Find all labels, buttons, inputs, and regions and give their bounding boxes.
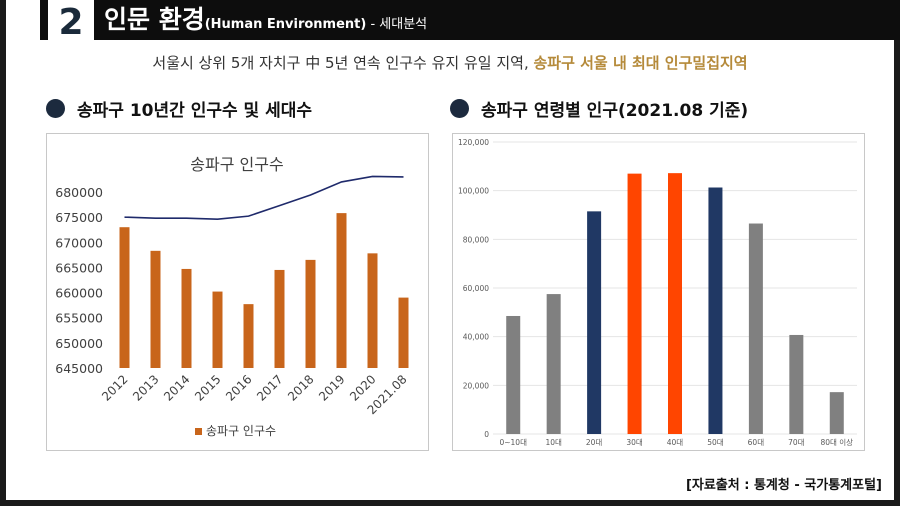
y-axis-ticks: 645000 650000 655000 660000 665000 670000 6750… (55, 185, 103, 376)
section-number: 2 (48, 0, 94, 44)
bar (627, 173, 642, 434)
x-tick-label: 0~10대 (499, 438, 527, 447)
bar (367, 253, 378, 368)
x-tick-label: 2016 (223, 372, 254, 403)
y-tick-label: 120,000 (458, 138, 489, 147)
bar (243, 304, 254, 368)
y-tick-label: 650000 (55, 336, 103, 351)
right-section-title: 송파구 연령별 인구(2021.08 기준) (450, 96, 748, 121)
x-tick-label: 70대 (788, 438, 805, 447)
left-section-label: 송파구 10년간 인구수 및 세대수 (77, 101, 313, 121)
y-tick-label: 660000 (55, 286, 103, 301)
y-tick-label: 670000 (55, 235, 103, 250)
bar (668, 173, 682, 434)
left-frame-edge (0, 0, 6, 506)
y-tick-label: 40,000 (463, 333, 489, 342)
bar (789, 334, 804, 434)
x-tick-label: 2018 (285, 372, 316, 403)
x-axis-labels: 2012 2013 2014 2015 2016 2017 2018 2019 20202021… (99, 372, 409, 417)
y-tick-label: 665000 (55, 260, 103, 275)
x-tick-label: 2015 (192, 372, 223, 403)
bullet-icon (46, 99, 65, 118)
age-chart: 020,00040,00060,00080,000100,000120,000 … (458, 138, 857, 447)
x-tick-label: 30대 (626, 438, 643, 447)
bullet-icon (450, 99, 469, 118)
x-tick-label: 60대 (748, 438, 765, 447)
x-tick-label: 40대 (667, 438, 684, 447)
page-title-english: (Human Environment) (204, 17, 367, 32)
y-tick-label: 0 (484, 430, 489, 439)
header-bar (40, 0, 900, 40)
bar (546, 294, 561, 434)
bar-series (119, 213, 409, 368)
bar-series (506, 173, 844, 434)
x-tick-label: 20대 (586, 438, 603, 447)
right-frame-edge (894, 40, 900, 506)
x-tick-label: 2014 (161, 372, 192, 403)
x-tick-label: 2017 (254, 372, 285, 403)
x-tick-label: 50대 (707, 438, 724, 447)
chart-title: 송파구 인구수 (190, 155, 283, 174)
x-tick-label: 2013 (130, 372, 161, 403)
bar (829, 392, 844, 434)
right-section-label: 송파구 연령별 인구(2021.08 기준) (481, 101, 749, 121)
x-tick-label: 80대 이상 (820, 437, 853, 447)
bar (587, 211, 602, 434)
bar (274, 269, 285, 368)
bottom-frame-edge (0, 500, 900, 506)
population-chart-panel: 송파구 인구수 645000 650000 655000 660000 665000 67… (46, 133, 429, 451)
bar (150, 250, 161, 368)
bar (119, 227, 130, 368)
y-tick-label: 100,000 (458, 187, 489, 196)
bar (398, 297, 409, 368)
y-tick-label: 645000 (55, 361, 103, 376)
left-section-title: 송파구 10년간 인구수 및 세대수 (46, 96, 312, 121)
x-tick-label: 10대 (545, 438, 562, 447)
trend-line (124, 175, 404, 220)
bar (506, 315, 521, 434)
x-axis-labels: 0~10대 10대 20대 30대 40대 50대 60대 70대 80대 이상 (499, 437, 853, 447)
age-chart-panel: 0 20,000 40,000 60,000 80,000 100,000 120,000 … (452, 133, 865, 451)
y-tick-label: 675000 (55, 210, 103, 225)
y-tick-label: 20,000 (463, 381, 489, 390)
tagline: 서울시 상위 5개 자치구 中 5년 연속 인구수 유지 유일 지역, 송파구 … (0, 52, 900, 73)
page-title-main: 인문 환경 (104, 5, 205, 34)
y-tick-label: 680000 (55, 185, 103, 200)
population-chart: 송파구 인구수 645000 650000 655000 660000 665000 67… (55, 155, 409, 438)
bar (708, 187, 723, 434)
y-tick-label: 60,000 (463, 284, 489, 293)
bar (181, 268, 192, 368)
bar (212, 291, 223, 368)
bar (305, 259, 316, 368)
legend-swatch (195, 428, 202, 435)
x-tick-label: 2012 (99, 372, 130, 403)
page-title: 인문 환경(Human Environment) - 세대분석 (104, 2, 427, 43)
y-tick-label: 80,000 (463, 235, 489, 244)
bar (748, 223, 763, 434)
x-tick-label: 2019 (316, 372, 347, 403)
line-series (124, 175, 404, 220)
page-title-sub: - 세대분석 (366, 17, 428, 32)
tagline-highlight: 송파구 서울 내 최대 인구밀집지역 (533, 54, 748, 72)
bar (336, 213, 347, 368)
source-note: [자료출처 : 통계청 - 국가통계포털] (685, 478, 882, 493)
legend-label: 송파구 인구수 (206, 424, 276, 438)
y-tick-label: 655000 (55, 311, 103, 326)
tagline-text: 서울시 상위 5개 자치구 中 5년 연속 인구수 유지 유일 지역, (152, 54, 534, 72)
